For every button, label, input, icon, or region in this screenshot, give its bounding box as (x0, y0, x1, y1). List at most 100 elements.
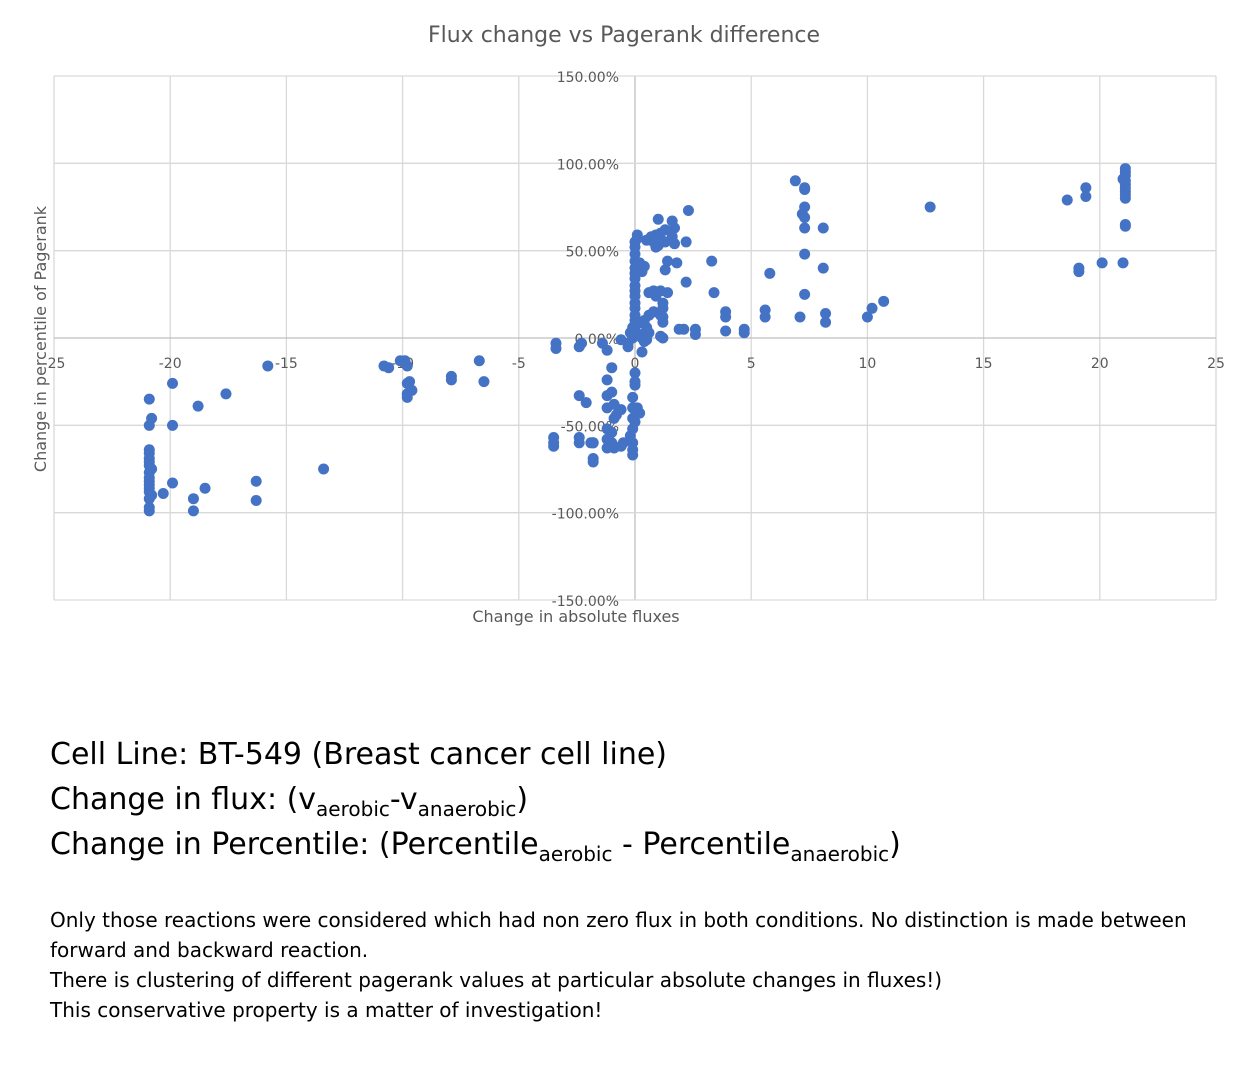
data-point (799, 248, 811, 260)
data-point (606, 362, 618, 374)
data-point (820, 308, 832, 320)
data-point (167, 477, 179, 489)
pct-prefix: Change in Percentile: (Percentile (50, 827, 539, 862)
pct-subscript-anaerobic: anaerobic (790, 842, 890, 866)
data-point (406, 384, 418, 396)
data-point (478, 376, 490, 388)
x-tick-label: 0 (631, 356, 640, 372)
data-point (1080, 191, 1092, 203)
data-point (706, 255, 718, 267)
flux-subscript-anaerobic: anaerobic (417, 797, 517, 821)
pct-minus: - Percentile (612, 827, 791, 862)
data-point (671, 257, 683, 269)
scatter-chart: Flux change vs Pagerank difference -25 -2… (31, 23, 1225, 626)
cell-line-text: Cell Line: BT-549 (Breast cancer cell li… (50, 737, 667, 772)
data-point (199, 482, 211, 494)
data-point (689, 329, 701, 341)
y-tick-label: 100.00% (557, 157, 619, 173)
pct-suffix: ) (889, 827, 901, 862)
note-line-1: Only those reactions were considered whi… (50, 908, 1187, 962)
data-point (192, 400, 204, 412)
x-tick-label: -15 (275, 356, 298, 372)
data-point (629, 367, 641, 379)
data-point (573, 390, 585, 402)
data-point (220, 388, 232, 400)
x-tick-label: -25 (43, 356, 66, 372)
data-point (820, 316, 832, 328)
data-point (627, 391, 639, 403)
data-point (652, 213, 664, 225)
data-point (601, 374, 613, 386)
data-point (634, 407, 646, 419)
data-point (587, 437, 599, 449)
data-point (669, 238, 681, 250)
notes-section: Cell Line: BT-549 (Breast cancer cell li… (50, 732, 1230, 1025)
data-point (799, 211, 811, 223)
data-point (187, 505, 199, 517)
data-point (678, 323, 690, 335)
flux-change-definition: Change in flux: (vaerobic-vanaerobic) (50, 777, 1230, 822)
data-point (1061, 194, 1073, 206)
flux-minus: -v (389, 782, 418, 817)
y-tick-label: 150.00% (557, 70, 619, 86)
percentile-change-definition: Change in Percentile: (Percentileaerobic… (50, 822, 1230, 867)
data-point (738, 327, 750, 339)
data-point (1119, 218, 1131, 230)
x-tick-label: 10 (858, 356, 876, 372)
data-point (1080, 182, 1092, 194)
data-point (720, 311, 732, 323)
data-point (1119, 192, 1131, 204)
data-point (250, 475, 262, 487)
chart-title: Flux change vs Pagerank difference (428, 23, 820, 48)
x-tick-label: 5 (747, 356, 756, 372)
data-point (445, 374, 457, 386)
data-point (662, 287, 674, 299)
data-point (617, 437, 629, 449)
data-point (615, 404, 627, 416)
data-point (580, 397, 592, 409)
data-point (924, 201, 936, 213)
data-point (680, 236, 692, 248)
y-tick-label: -100.00% (552, 507, 619, 523)
data-point (318, 463, 330, 475)
data-point (573, 437, 585, 449)
data-point (799, 288, 811, 300)
x-axis-title: Change in absolute fluxes (472, 607, 679, 626)
flux-suffix: ) (516, 782, 529, 817)
y-axis-title: Change in percentile of Pagerank (31, 205, 50, 472)
flux-prefix: Change in flux: (v (50, 782, 317, 817)
data-point (657, 332, 669, 344)
data-point (473, 355, 485, 367)
data-point (167, 419, 179, 431)
data-point (629, 376, 641, 388)
data-point (643, 327, 655, 339)
data-point (708, 287, 720, 299)
data-point (794, 311, 806, 323)
data-point (262, 360, 274, 372)
data-point (404, 376, 416, 388)
data-point (817, 262, 829, 274)
data-point (383, 362, 395, 374)
data-point (548, 440, 560, 452)
data-point (655, 309, 667, 321)
data-point (250, 494, 262, 506)
data-point (157, 487, 169, 499)
data-point (817, 222, 829, 234)
data-point (601, 344, 613, 356)
x-tick-label: 15 (975, 356, 993, 372)
data-point (1096, 257, 1108, 269)
data-point (659, 224, 671, 236)
data-point (587, 456, 599, 468)
data-point (662, 255, 674, 267)
flux-subscript-aerobic: aerobic (316, 797, 390, 821)
data-point (799, 201, 811, 213)
data-point (636, 346, 648, 358)
data-point (878, 295, 890, 307)
data-point (861, 311, 873, 323)
note-line-3: This conservative property is a matter o… (50, 998, 603, 1022)
data-point (669, 222, 681, 234)
data-point (638, 260, 650, 272)
data-point (720, 325, 732, 337)
data-point (799, 184, 811, 196)
data-point (631, 229, 643, 241)
